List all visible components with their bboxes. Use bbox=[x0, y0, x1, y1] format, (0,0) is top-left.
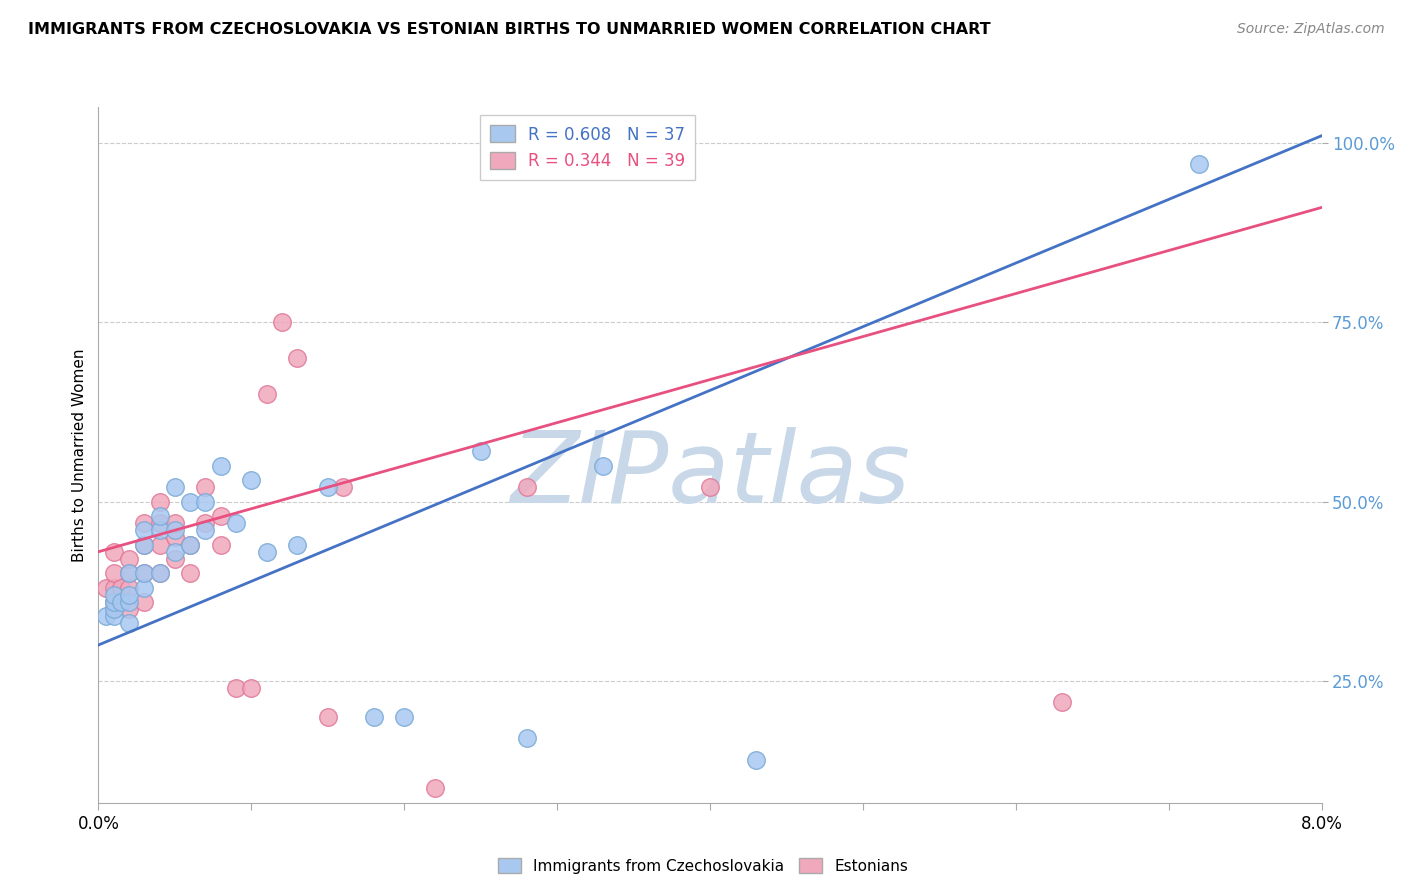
Point bbox=[134, 581, 156, 595]
Point bbox=[423, 781, 446, 796]
Point bbox=[285, 538, 308, 552]
Point bbox=[225, 681, 247, 695]
Point bbox=[149, 566, 172, 581]
Point bbox=[118, 581, 141, 595]
Point bbox=[163, 480, 186, 494]
Point bbox=[256, 545, 278, 559]
Point bbox=[118, 552, 141, 566]
Point bbox=[332, 480, 354, 494]
Point bbox=[240, 473, 263, 487]
Point bbox=[134, 538, 156, 552]
Point bbox=[149, 516, 172, 530]
Point bbox=[149, 508, 172, 523]
Point bbox=[179, 566, 201, 581]
Text: Source: ZipAtlas.com: Source: ZipAtlas.com bbox=[1237, 22, 1385, 37]
Legend: Immigrants from Czechoslovakia, Estonians: Immigrants from Czechoslovakia, Estonian… bbox=[492, 852, 914, 880]
Point bbox=[103, 595, 125, 609]
Point bbox=[194, 480, 217, 494]
Point bbox=[118, 595, 141, 609]
Point bbox=[163, 523, 186, 537]
Point bbox=[316, 480, 339, 494]
Point bbox=[103, 566, 125, 581]
Point bbox=[194, 523, 217, 537]
Point bbox=[134, 566, 156, 581]
Point bbox=[103, 602, 125, 616]
Point bbox=[363, 710, 385, 724]
Point bbox=[256, 387, 278, 401]
Point bbox=[103, 595, 125, 609]
Point bbox=[103, 581, 125, 595]
Point bbox=[699, 480, 721, 494]
Point bbox=[149, 538, 172, 552]
Point bbox=[209, 538, 232, 552]
Point bbox=[516, 731, 538, 746]
Point bbox=[163, 516, 186, 530]
Point bbox=[470, 444, 492, 458]
Point bbox=[516, 480, 538, 494]
Point bbox=[103, 602, 125, 616]
Point bbox=[149, 523, 172, 537]
Point bbox=[163, 545, 186, 559]
Point bbox=[134, 595, 156, 609]
Point bbox=[316, 710, 339, 724]
Point bbox=[1188, 157, 1211, 171]
Point bbox=[225, 516, 247, 530]
Point bbox=[1050, 695, 1073, 709]
Point bbox=[240, 681, 263, 695]
Point bbox=[118, 602, 141, 616]
Point bbox=[118, 588, 141, 602]
Point bbox=[745, 753, 768, 767]
Point bbox=[209, 508, 232, 523]
Point bbox=[149, 566, 172, 581]
Text: IMMIGRANTS FROM CZECHOSLOVAKIA VS ESTONIAN BIRTHS TO UNMARRIED WOMEN CORRELATION: IMMIGRANTS FROM CZECHOSLOVAKIA VS ESTONI… bbox=[28, 22, 991, 37]
Point bbox=[118, 566, 141, 581]
Point bbox=[194, 516, 217, 530]
Point bbox=[392, 710, 416, 724]
Text: ZIPatlas: ZIPatlas bbox=[510, 427, 910, 524]
Point bbox=[163, 530, 186, 544]
Point bbox=[110, 595, 132, 609]
Point bbox=[118, 566, 141, 581]
Point bbox=[179, 538, 201, 552]
Point bbox=[134, 523, 156, 537]
Point bbox=[592, 458, 614, 473]
Y-axis label: Births to Unmarried Women: Births to Unmarried Women bbox=[72, 348, 87, 562]
Point bbox=[163, 552, 186, 566]
Point bbox=[179, 538, 201, 552]
Point bbox=[110, 581, 132, 595]
Point bbox=[103, 588, 125, 602]
Point bbox=[134, 566, 156, 581]
Point bbox=[118, 616, 141, 631]
Point bbox=[209, 458, 232, 473]
Point bbox=[194, 494, 217, 508]
Point bbox=[270, 315, 294, 329]
Point bbox=[285, 351, 308, 365]
Legend: R = 0.608   N = 37, R = 0.344   N = 39: R = 0.608 N = 37, R = 0.344 N = 39 bbox=[479, 115, 696, 180]
Point bbox=[94, 581, 117, 595]
Point bbox=[179, 494, 201, 508]
Point bbox=[134, 538, 156, 552]
Point bbox=[149, 494, 172, 508]
Point bbox=[134, 516, 156, 530]
Point bbox=[94, 609, 117, 624]
Point bbox=[103, 609, 125, 624]
Point bbox=[103, 545, 125, 559]
